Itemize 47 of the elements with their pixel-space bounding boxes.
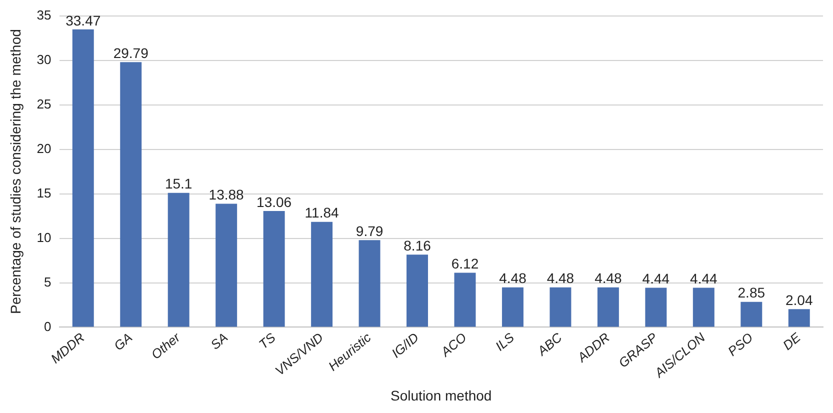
y-tick-label: 20 [36,140,52,156]
bar [597,287,619,327]
data-label: 4.48 [499,270,527,286]
x-tick-label: ILS [492,330,518,354]
y-tick-label: 35 [36,7,52,22]
data-label: 6.12 [451,256,479,272]
y-tick-label: 5 [44,274,52,290]
data-label: 33.47 [66,12,101,28]
bar [120,62,142,327]
x-axis-title: Solution method [390,387,492,404]
bar [168,192,190,327]
bar [740,302,762,327]
data-label: 8.16 [404,237,432,254]
y-tick-label: 0 [44,318,52,334]
data-label: 9.79 [356,222,384,239]
bar [216,204,238,327]
x-tick-label: DE [780,330,804,353]
bar [311,222,333,327]
data-label: 11.84 [304,204,340,221]
x-tick-label: TS [256,330,279,352]
bar [692,288,714,327]
bar [406,254,428,327]
bar [502,287,524,327]
data-label: 2.04 [786,292,813,308]
bar [263,211,285,327]
data-label: 4.44 [642,270,670,287]
data-label: 13.88 [208,186,244,203]
data-label: 4.44 [690,270,718,287]
y-axis-title: Percentage of studies considering the method [7,29,24,314]
y-tick-label: 10 [36,230,52,245]
y-tick-label: 25 [36,96,52,112]
bar [358,240,380,327]
data-label: 2.85 [738,284,766,301]
data-label: 29.79 [113,45,149,62]
data-label: 4.48 [594,270,622,286]
x-tick-label: SA [208,330,231,352]
bar [645,288,667,327]
data-label: 13.06 [256,194,292,210]
bar [72,29,94,327]
y-tick-label: 15 [36,185,52,200]
bar [550,287,572,327]
bar [788,309,810,327]
data-label: 15.1 [164,176,192,192]
data-label: 4.48 [546,270,574,286]
x-tick-label: GA [111,330,136,354]
y-tick-label: 30 [36,52,52,67]
bar [454,272,476,327]
